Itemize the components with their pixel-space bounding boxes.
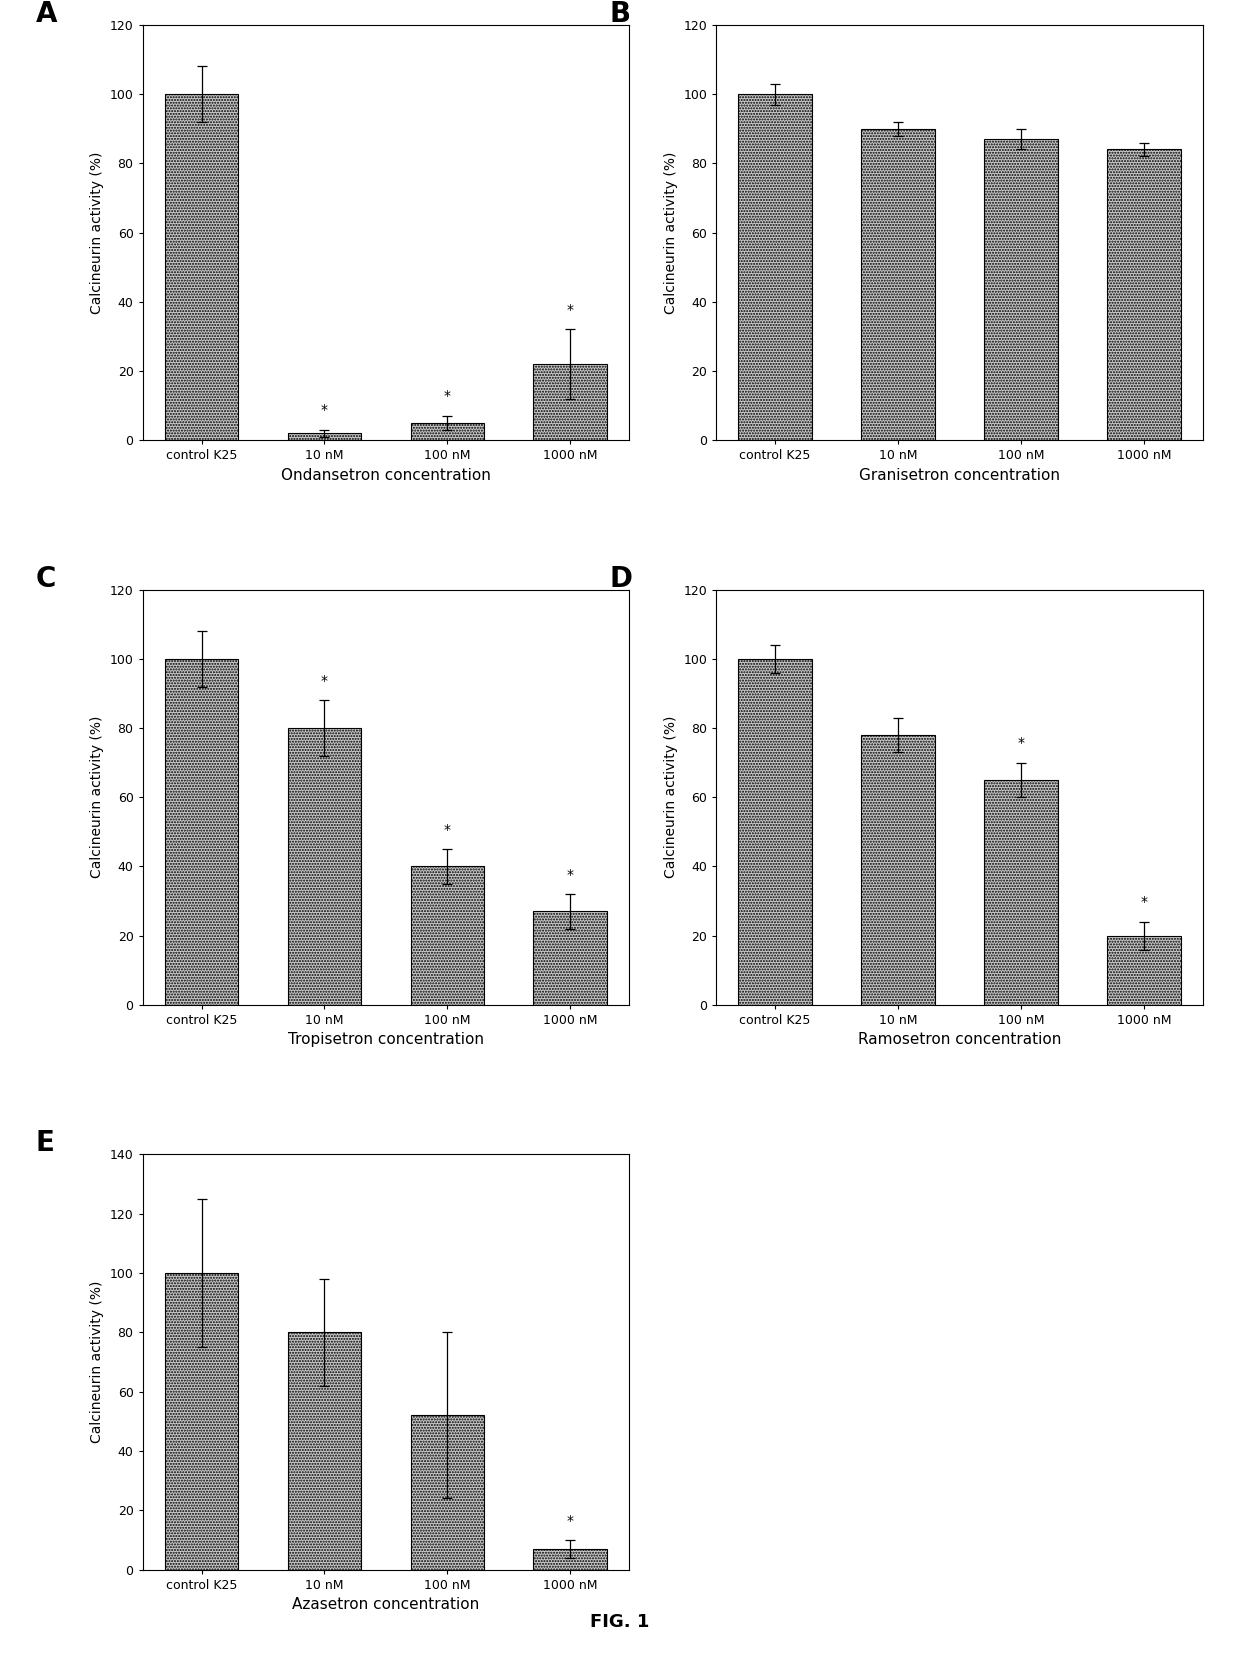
Bar (533, 364, 608, 440)
Text: *: * (444, 389, 451, 404)
Bar (1107, 149, 1180, 440)
Bar (410, 424, 485, 440)
X-axis label: Tropisetron concentration: Tropisetron concentration (288, 1033, 484, 1048)
Text: *: * (567, 302, 574, 317)
Y-axis label: Calcineurin activity (%): Calcineurin activity (%) (91, 716, 104, 879)
Bar (410, 867, 485, 1005)
Bar (165, 1272, 238, 1570)
Bar (1107, 935, 1180, 1005)
Bar (288, 434, 361, 440)
Y-axis label: Calcineurin activity (%): Calcineurin activity (%) (91, 1281, 104, 1443)
Text: *: * (321, 674, 329, 688)
Bar (165, 659, 238, 1005)
Text: A: A (36, 0, 57, 28)
Bar (533, 912, 608, 1005)
Bar (861, 734, 935, 1005)
Bar (861, 130, 935, 440)
Text: FIG. 1: FIG. 1 (590, 1613, 650, 1631)
Bar (533, 1548, 608, 1570)
Bar (165, 95, 238, 440)
Bar (738, 659, 812, 1005)
X-axis label: Azasetron concentration: Azasetron concentration (293, 1598, 480, 1613)
Bar (410, 1415, 485, 1570)
Text: *: * (1017, 736, 1024, 751)
Y-axis label: Calcineurin activity (%): Calcineurin activity (%) (663, 716, 677, 879)
Bar (985, 140, 1058, 440)
Text: B: B (609, 0, 630, 28)
X-axis label: Granisetron concentration: Granisetron concentration (859, 468, 1060, 483)
Text: C: C (36, 565, 56, 593)
Bar (288, 728, 361, 1005)
X-axis label: Ondansetron concentration: Ondansetron concentration (281, 468, 491, 483)
Bar (985, 781, 1058, 1005)
Text: *: * (567, 1513, 574, 1528)
Text: *: * (321, 404, 329, 417)
Text: E: E (36, 1129, 55, 1158)
Y-axis label: Calcineurin activity (%): Calcineurin activity (%) (663, 151, 677, 314)
Bar (738, 95, 812, 440)
Text: *: * (444, 822, 451, 837)
Bar (288, 1332, 361, 1570)
Text: *: * (567, 867, 574, 882)
Text: D: D (609, 565, 632, 593)
Y-axis label: Calcineurin activity (%): Calcineurin activity (%) (91, 151, 104, 314)
X-axis label: Ramosetron concentration: Ramosetron concentration (858, 1033, 1061, 1048)
Text: *: * (1141, 895, 1147, 909)
